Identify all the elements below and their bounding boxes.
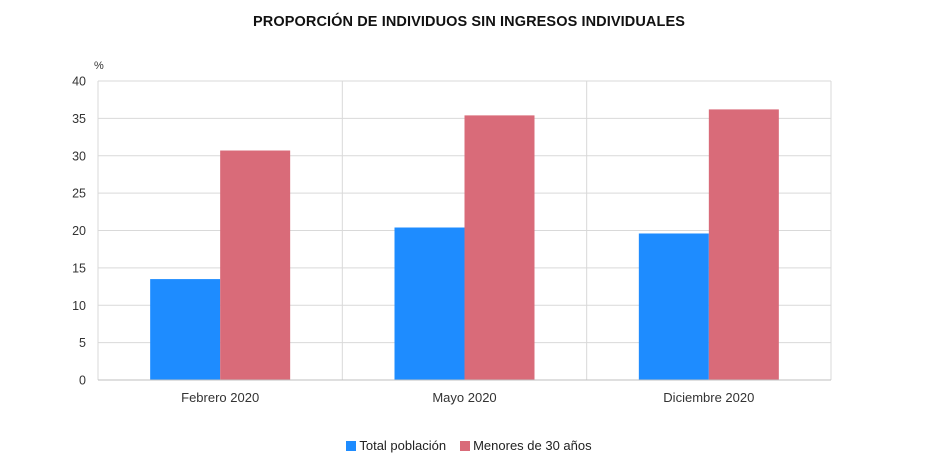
bar-menores-30-2 — [708, 109, 779, 380]
x-tick-label: Febrero 2020 — [181, 390, 259, 405]
y-tick-label: 35 — [72, 112, 86, 126]
bar-menores-30-0 — [220, 150, 291, 380]
bar-total-poblacion-0 — [150, 279, 221, 380]
y-tick-label: 5 — [79, 336, 86, 350]
axes: 0 5 10 15 20 25 30 35 40 Febrero 2020 Mayo 2020 Dic… — [72, 60, 831, 405]
y-tick-label: 15 — [72, 261, 86, 275]
x-tick-label: Diciembre 2020 — [663, 390, 754, 405]
bar-menores-30-1 — [464, 115, 535, 380]
bar-total-poblacion-1 — [394, 227, 465, 380]
legend: Total población Menores de 30 años — [0, 438, 938, 453]
legend-swatch — [346, 440, 357, 451]
y-tick-label: 40 — [72, 75, 86, 89]
legend-swatch — [460, 440, 471, 451]
legend-label: Total población — [359, 438, 447, 453]
legend-label: Menores de 30 años — [473, 438, 592, 453]
legend-item: Total población — [346, 438, 446, 453]
y-tick-label: 25 — [72, 187, 86, 201]
x-tick-label: Mayo 2020 — [432, 390, 496, 405]
y-tick-label: 30 — [72, 149, 86, 163]
y-axis-unit-label: % — [94, 60, 104, 72]
y-tick-label: 20 — [72, 224, 86, 238]
chart-title: PROPORCIÓN DE INDIVIDUOS SIN INGRESOS IN… — [253, 14, 685, 30]
bar-chart: 0 5 10 15 20 25 30 35 40 Febrero 2020 Mayo 2020 Dic… — [72, 60, 832, 405]
bars — [150, 109, 779, 380]
y-tick-label: 0 — [79, 374, 86, 388]
y-tick-label: 10 — [72, 299, 86, 313]
bar-total-poblacion-2 — [638, 233, 709, 380]
legend-item: Menores de 30 años — [460, 438, 592, 453]
